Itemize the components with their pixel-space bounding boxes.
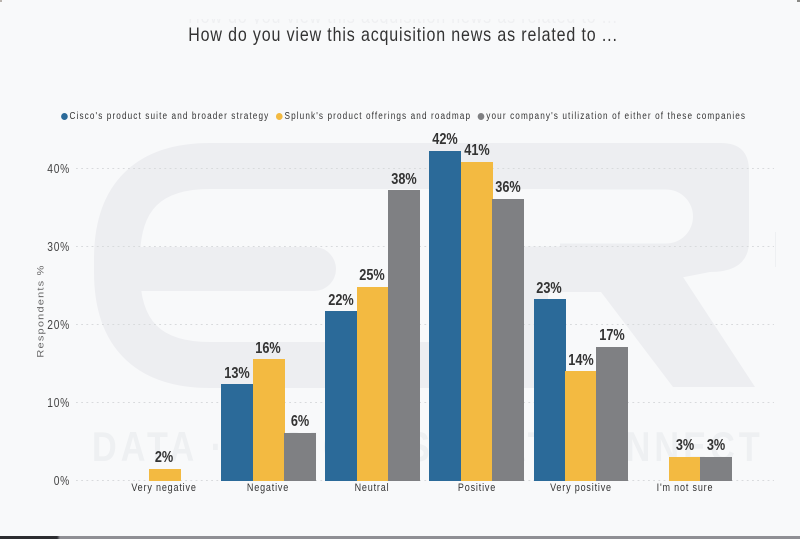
svg-text:DATA · INSIGHTS THAT CONNECT: DATA · INSIGHTS THAT CONNECT: [92, 424, 764, 471]
